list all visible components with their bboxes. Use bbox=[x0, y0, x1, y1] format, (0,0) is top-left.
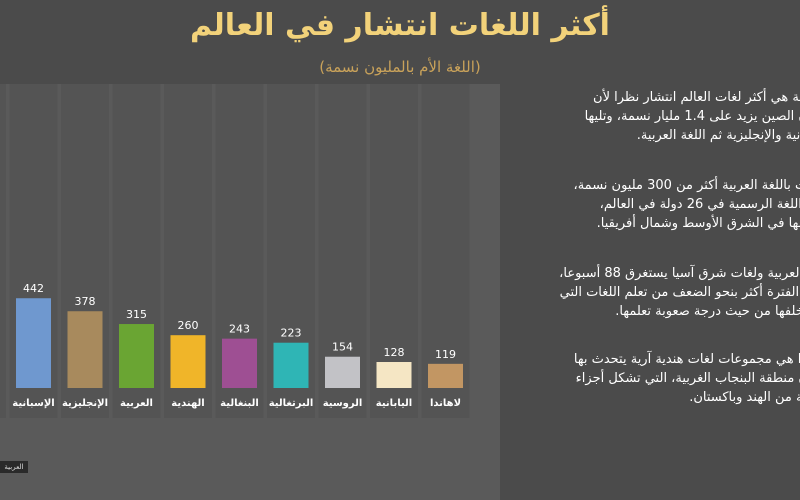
channel-logo: العربية bbox=[0, 461, 28, 473]
note-learning: تعلم العربية ولغات شرق آسيا يستغرق 88 أس… bbox=[512, 264, 800, 321]
note-lahnda: لاهاندا هي مجموعات لغات هندية آرية يتحدث… bbox=[512, 350, 800, 407]
bar-7 bbox=[273, 342, 309, 388]
note-line: وهذه الفترة أكثر بنحو الضعف من تعلم اللغ… bbox=[559, 285, 800, 300]
note-line: وهي اللغة الرسمية في 26 دولة في العالم، bbox=[599, 197, 800, 212]
bar-value-label: 260 bbox=[178, 319, 199, 332]
note-line: تأتي خلفها من حيث درجة صعوبة تعلمها. bbox=[615, 304, 800, 319]
note-line: الإسبانية والإنجليزية ثم اللغة العربية. bbox=[636, 128, 800, 143]
bar-4 bbox=[119, 324, 154, 388]
category-label: الإسبانية bbox=[12, 398, 54, 409]
note-line: الصينية هي أكثر لغات العالم انتشار نظرا … bbox=[593, 90, 800, 105]
category-label: لاهاندا bbox=[430, 398, 461, 409]
bar-value-label: 378 bbox=[75, 295, 96, 308]
chart-subtitle: (اللغة الأم بالمليون نسمة) bbox=[319, 58, 481, 76]
bar-2 bbox=[16, 298, 51, 388]
bar-value-label: 315 bbox=[126, 308, 147, 321]
bar-value-label: 243 bbox=[229, 323, 250, 336]
note-line: لاهاندا هي مجموعات لغات هندية آرية يتحدث… bbox=[573, 352, 800, 367]
bar-value-label: 223 bbox=[281, 327, 302, 340]
note-chinese: الصينية هي أكثر لغات العالم انتشار نظرا … bbox=[512, 88, 800, 145]
bar-8 bbox=[325, 356, 360, 388]
bar-3 bbox=[67, 311, 103, 388]
category-label: الهندية bbox=[171, 398, 204, 409]
category-label: البنغالية bbox=[220, 398, 259, 409]
bar-value-label: 128 bbox=[384, 346, 405, 359]
category-label: اليابانية bbox=[376, 398, 412, 409]
bar-chart-svg: 1300الصينية442الإسبانية378الإنجليزية315ا… bbox=[0, 84, 470, 418]
column-strip bbox=[421, 84, 470, 418]
note-line: سكان الصين يزيد على 1.4 مليار نسمة، وتلي… bbox=[584, 109, 800, 124]
note-line: معظمها في الشرق الأوسط وشمال أفريقيا. bbox=[596, 216, 800, 231]
note-line: تعلم العربية ولغات شرق آسيا يستغرق 88 أس… bbox=[559, 266, 800, 281]
note-arabic: يتحدث باللغة العربية أكثر من 300 مليون ن… bbox=[512, 176, 800, 233]
chart-title: أكثر اللغات انتشار في العالم bbox=[190, 8, 610, 43]
bar-6 bbox=[222, 338, 257, 388]
bar-chart: 1300الصينية442الإسبانية378الإنجليزية315ا… bbox=[0, 84, 500, 500]
note-line: يتحدث باللغة العربية أكثر من 300 مليون ن… bbox=[573, 178, 800, 193]
bar-5 bbox=[170, 335, 206, 388]
category-label: الروسية bbox=[323, 398, 363, 409]
bar-value-label: 442 bbox=[23, 282, 44, 295]
bar-9 bbox=[376, 362, 412, 388]
note-line: سكان منطقة البنجاب الغربية، التي تشكل أج… bbox=[575, 371, 800, 386]
category-label: البرتغالية bbox=[269, 398, 314, 409]
bar-value-label: 154 bbox=[332, 341, 353, 354]
bar-10 bbox=[428, 363, 463, 388]
column-strip bbox=[0, 84, 6, 418]
category-label: الإنجليزية bbox=[62, 398, 108, 409]
category-label: العربية bbox=[120, 398, 153, 409]
note-line: واسعة من الهند وباكستان. bbox=[689, 390, 800, 405]
bar-value-label: 119 bbox=[435, 348, 456, 361]
